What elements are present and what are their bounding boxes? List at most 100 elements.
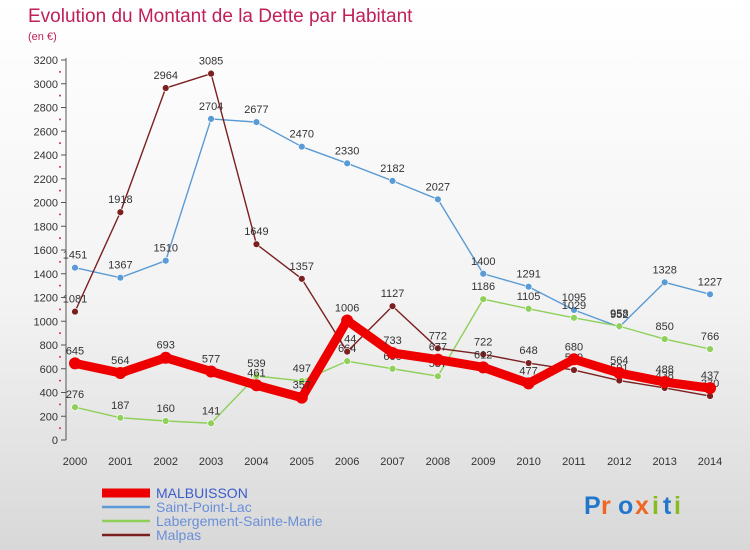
data-label: 958 bbox=[610, 308, 628, 320]
y-minor-tick bbox=[59, 94, 61, 97]
data-point bbox=[479, 350, 487, 358]
data-point bbox=[706, 290, 714, 298]
data-label: 3085 bbox=[199, 56, 223, 68]
data-point bbox=[343, 347, 351, 356]
y-tick-label: 3200 bbox=[34, 55, 58, 67]
data-label: 357 bbox=[293, 380, 311, 392]
x-tick-label: 2013 bbox=[652, 456, 676, 468]
series-saint-point-lac: 1451 1367 1510 2704 2677 2470 2330 2182 2027 1400… bbox=[63, 101, 722, 331]
data-label: 2330 bbox=[335, 145, 359, 157]
data-point bbox=[658, 376, 671, 389]
y-tick-label: 1800 bbox=[34, 221, 58, 233]
data-point bbox=[522, 377, 535, 390]
data-label: 645 bbox=[66, 345, 84, 357]
x-tick-label: 2008 bbox=[426, 456, 450, 468]
x-tick-label: 2011 bbox=[562, 456, 586, 468]
data-point bbox=[660, 335, 669, 343]
data-point bbox=[207, 115, 215, 123]
data-label: 1006 bbox=[335, 303, 359, 315]
data-label: 1186 bbox=[471, 281, 495, 293]
y-tick-label: 2400 bbox=[34, 150, 58, 162]
x-tick-label: 2006 bbox=[335, 456, 359, 468]
data-label: 2704 bbox=[199, 101, 223, 113]
data-point bbox=[570, 366, 578, 374]
data-point bbox=[252, 240, 261, 248]
data-label: 1451 bbox=[63, 250, 87, 262]
y-tick-label: 200 bbox=[40, 411, 58, 423]
data-point bbox=[162, 256, 170, 265]
data-label: 461 bbox=[247, 367, 265, 379]
data-point bbox=[706, 345, 714, 353]
y-tick-label: 3000 bbox=[34, 79, 58, 91]
y-minor-tick bbox=[59, 284, 61, 287]
data-point bbox=[162, 84, 170, 92]
data-point bbox=[567, 353, 580, 366]
data-point bbox=[298, 377, 306, 385]
data-point bbox=[298, 275, 306, 283]
data-point bbox=[704, 382, 717, 395]
data-label: 1127 bbox=[381, 288, 405, 300]
y-minor-tick bbox=[59, 427, 61, 430]
data-point bbox=[116, 273, 125, 282]
x-tick-label: 2007 bbox=[380, 456, 404, 468]
data-point bbox=[434, 344, 442, 353]
x-tick-label: 2004 bbox=[244, 456, 268, 468]
y-minor-tick bbox=[59, 260, 61, 263]
data-label: 564 bbox=[111, 355, 129, 367]
x-tick-label: 2000 bbox=[63, 456, 87, 468]
legend-label: MALBUISSON bbox=[156, 485, 248, 501]
data-point bbox=[388, 365, 397, 373]
data-label: 1649 bbox=[244, 226, 268, 238]
data-label: 437 bbox=[701, 370, 719, 382]
chart-subtitle: (en €) bbox=[28, 31, 57, 43]
y-tick-label: 600 bbox=[40, 364, 58, 376]
data-label: 1510 bbox=[153, 243, 177, 255]
data-label: 160 bbox=[157, 403, 175, 415]
data-point bbox=[524, 305, 533, 313]
data-label: 2470 bbox=[290, 129, 314, 141]
logo-letter: o bbox=[618, 492, 633, 520]
x-tick-label: 2002 bbox=[153, 456, 177, 468]
data-point bbox=[71, 307, 79, 316]
data-label: 772 bbox=[429, 330, 447, 342]
data-point bbox=[69, 357, 81, 370]
data-point bbox=[116, 414, 125, 422]
data-point bbox=[71, 263, 79, 272]
data-point bbox=[250, 379, 263, 392]
logo-letter: t bbox=[663, 492, 672, 520]
logo-letter: x bbox=[635, 492, 649, 520]
y-tick-label: 1200 bbox=[34, 293, 58, 305]
data-label: 2964 bbox=[153, 70, 177, 82]
data-label: 612 bbox=[474, 349, 492, 361]
data-label: 733 bbox=[383, 335, 401, 347]
data-point bbox=[479, 270, 487, 278]
data-point bbox=[434, 195, 442, 203]
data-label: 276 bbox=[66, 389, 84, 401]
data-point bbox=[207, 69, 215, 78]
data-label: 1105 bbox=[517, 291, 541, 303]
data-label: 539 bbox=[247, 358, 265, 370]
data-label: 952 bbox=[610, 309, 628, 321]
data-label: 648 bbox=[519, 345, 537, 357]
y-minor-tick bbox=[59, 403, 61, 406]
data-point bbox=[295, 391, 308, 404]
data-label: 488 bbox=[656, 364, 674, 376]
y-minor-tick bbox=[59, 379, 61, 382]
data-label: 1095 bbox=[562, 292, 586, 304]
data-point bbox=[388, 177, 397, 185]
x-tick-label: 2012 bbox=[607, 456, 631, 468]
y-minor-tick bbox=[59, 213, 61, 216]
y-tick-label: 800 bbox=[40, 340, 58, 352]
y-tick-label: 400 bbox=[40, 388, 58, 400]
data-point bbox=[524, 359, 533, 367]
y-tick-label: 1400 bbox=[34, 269, 58, 281]
data-point bbox=[205, 365, 218, 378]
legend: MALBUISSONSaint-Point-LacLabergement-Sai… bbox=[102, 485, 323, 543]
data-point bbox=[479, 295, 487, 303]
y-minor-tick bbox=[59, 70, 61, 73]
series-labergement-sainte-marie: 2761871601415394976646005371186110510299… bbox=[66, 281, 719, 427]
legend-label: Malpas bbox=[156, 527, 201, 543]
data-point bbox=[477, 361, 490, 374]
data-point bbox=[388, 302, 397, 310]
